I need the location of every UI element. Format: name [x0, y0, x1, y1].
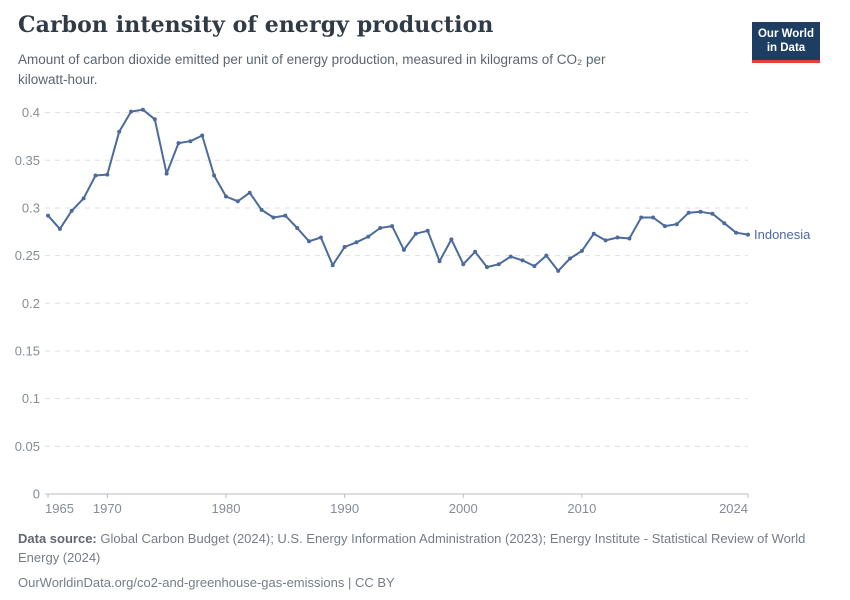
data-point: [224, 194, 228, 199]
y-tick-label: 0.3: [22, 200, 40, 215]
footer: Data source: Global Carbon Budget (2024)…: [18, 530, 842, 593]
y-tick-label: 0.15: [15, 343, 40, 358]
data-point: [129, 109, 134, 114]
data-point: [401, 247, 406, 252]
data-point: [247, 190, 252, 195]
chart-subtitle-line2: kilowatt-hour.: [18, 72, 98, 88]
data-point: [662, 224, 667, 229]
data-point: [46, 213, 50, 218]
data-point: [354, 240, 359, 245]
data-point: [164, 171, 169, 176]
data-point: [627, 236, 632, 241]
data-point: [698, 209, 703, 214]
owid-logo-line2: in Data: [766, 42, 806, 55]
data-point: [508, 254, 513, 259]
data-source-note: Data source: Global Carbon Budget (2024)…: [18, 530, 842, 568]
data-point: [283, 213, 288, 218]
data-point: [307, 239, 311, 244]
data-point: [591, 231, 596, 236]
data-point: [271, 215, 276, 220]
y-tick-label: 0.05: [15, 439, 40, 454]
data-point: [93, 173, 98, 178]
data-point: [686, 210, 691, 215]
data-point: [69, 208, 74, 213]
data-point: [544, 253, 549, 258]
data-point: [532, 264, 537, 269]
data-point: [496, 262, 501, 267]
x-tick-label: 1965: [45, 501, 74, 516]
data-point: [449, 237, 454, 242]
data-point: [200, 133, 205, 138]
data-point: [140, 107, 145, 112]
data-point: [413, 231, 418, 236]
y-tick-label: 0.4: [22, 105, 40, 120]
y-tick-label: 0.1: [22, 391, 40, 406]
data-point: [425, 228, 430, 233]
footer-link[interactable]: OurWorldinData.org/co2-and-greenhouse-ga…: [18, 574, 345, 590]
data-point: [710, 211, 715, 216]
x-tick-label: 2010: [567, 501, 596, 516]
chart-subtitle-line1: Amount of carbon dioxide emitted per uni…: [18, 52, 606, 67]
data-point: [176, 141, 181, 146]
owid-logo: Our World in Data: [752, 22, 820, 63]
footer-license-line: OurWorldinData.org/co2-and-greenhouse-ga…: [18, 574, 842, 593]
data-point: [81, 196, 86, 201]
data-point: [556, 268, 561, 273]
data-point: [603, 238, 608, 243]
data-point: [461, 262, 466, 267]
series-label-indonesia: Indonesia: [754, 227, 811, 242]
header: Carbon intensity of energy production Ou…: [18, 12, 834, 63]
data-point: [295, 226, 300, 230]
footer-license: | CC BY: [344, 574, 395, 590]
y-tick-label: 0: [33, 487, 40, 502]
data-point: [259, 207, 264, 212]
x-tick-label: 2000: [449, 501, 478, 516]
data-point: [520, 258, 525, 263]
owid-logo-line1: Our World: [757, 28, 814, 40]
data-source-label: Data source:: [18, 531, 97, 546]
data-point: [366, 234, 371, 239]
data-point: [639, 215, 644, 220]
data-source-text: Global Carbon Budget (2024); U.S. Energy…: [18, 531, 806, 565]
data-point: [318, 235, 323, 240]
chart-subtitle: Amount of carbon dioxide emitted per uni…: [18, 50, 698, 91]
data-point: [473, 249, 478, 254]
x-tick-label: 1990: [330, 501, 359, 516]
data-point: [105, 172, 110, 177]
x-tick-label: 1980: [212, 501, 241, 516]
data-point: [568, 256, 572, 261]
data-point: [437, 259, 442, 264]
data-point: [330, 263, 335, 268]
data-point: [579, 248, 584, 253]
data-point: [651, 215, 656, 220]
data-point: [674, 222, 679, 227]
x-tick-label: 1970: [93, 501, 122, 516]
data-point: [188, 139, 193, 144]
data-point: [378, 226, 383, 230]
data-point: [117, 129, 122, 134]
data-point: [746, 232, 750, 237]
series-line-indonesia: [47, 108, 749, 272]
data-point: [57, 226, 62, 231]
y-tick-label: 0.2: [22, 296, 40, 311]
data-point: [235, 199, 240, 204]
data-point: [152, 117, 157, 122]
data-point: [485, 265, 489, 270]
page-title: Carbon intensity of energy production: [18, 12, 494, 38]
data-point: [722, 221, 727, 226]
y-tick-label: 0.25: [15, 248, 40, 263]
data-point: [615, 235, 620, 240]
data-point: [734, 230, 739, 235]
x-tick-label: 2024: [719, 501, 748, 516]
data-point: [212, 173, 217, 178]
line-chart: 0 0.05 0.1 0.15 0.2 0.25 0.3 0.35 0.4 1965 1970 198…: [15, 105, 811, 516]
data-point: [390, 224, 395, 229]
data-point: [342, 245, 347, 249]
y-tick-label: 0.35: [15, 153, 40, 168]
